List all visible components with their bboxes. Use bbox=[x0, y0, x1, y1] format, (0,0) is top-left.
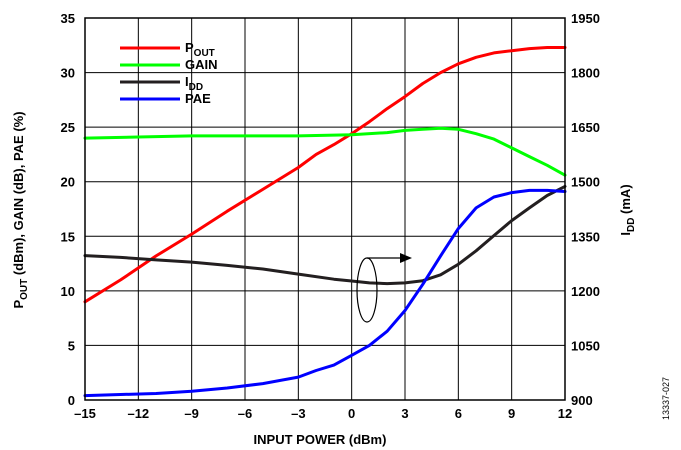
x-tick-label: 3 bbox=[401, 406, 408, 421]
y-right-label-main: I bbox=[618, 232, 633, 236]
y-right-tick-label: 1950 bbox=[571, 11, 600, 26]
legend-label: PAE bbox=[185, 91, 211, 106]
series-line-pout bbox=[83, 46, 567, 304]
y-left-tick-label: 20 bbox=[61, 175, 75, 190]
plot-frame bbox=[84, 17, 566, 401]
y-left-tick-label: 15 bbox=[61, 229, 75, 244]
y-right-label-rest: (mA) bbox=[618, 184, 633, 217]
x-tick-label: –9 bbox=[184, 406, 198, 421]
grid bbox=[85, 18, 565, 400]
y-right-tick-label: 900 bbox=[571, 393, 593, 408]
y-left-axis-label: POUT (dBm), GAIN (dB), PAE (%) bbox=[11, 111, 30, 308]
x-tick-label: 6 bbox=[455, 406, 462, 421]
y-right-label-sub: DD bbox=[626, 218, 637, 232]
y-right-tick-label: 1050 bbox=[571, 338, 600, 353]
y-left-tick-label: 30 bbox=[61, 66, 75, 81]
series-line-gain bbox=[83, 126, 567, 177]
legend-label: POUT bbox=[185, 40, 215, 59]
x-tick-label: 0 bbox=[348, 406, 355, 421]
figure-id: 13337-027 bbox=[661, 377, 671, 420]
x-axis-label: INPUT POWER (dBm) bbox=[254, 432, 387, 447]
series-layer bbox=[83, 46, 567, 398]
legend-label: IDD bbox=[185, 74, 203, 93]
y-right-axis-label: IDD (mA) bbox=[618, 184, 637, 235]
y-right-tick-label: 1500 bbox=[571, 175, 600, 190]
y-right-tick-label: 1650 bbox=[571, 120, 600, 135]
x-tick-label: 9 bbox=[508, 406, 515, 421]
y-left-label-main: P bbox=[11, 300, 26, 309]
y-left-tick-label: 25 bbox=[61, 120, 75, 135]
y-right-tick-label: 1350 bbox=[571, 229, 600, 244]
x-tick-label: –15 bbox=[74, 406, 96, 421]
annotation-arrow-head bbox=[400, 253, 412, 263]
y-right-tick-label: 1800 bbox=[571, 66, 600, 81]
series-line-pae bbox=[83, 188, 567, 398]
y-left-tick-label: 5 bbox=[68, 338, 75, 353]
legend-label: GAIN bbox=[185, 57, 218, 72]
x-tick-label: –6 bbox=[238, 406, 252, 421]
x-tick-label: 12 bbox=[558, 406, 572, 421]
idd-axis-annotation bbox=[356, 253, 412, 323]
x-tick-label: –12 bbox=[127, 406, 149, 421]
x-tick-label: –3 bbox=[291, 406, 305, 421]
y-left-tick-label: 35 bbox=[61, 11, 75, 26]
annotation-ellipse bbox=[356, 257, 378, 323]
series-line-idd bbox=[83, 184, 567, 286]
y-left-label-sub: OUT bbox=[19, 279, 30, 300]
ticks: –15 –12 –9 –6 –3 0 3 6 9 12 0 5 10 15 20 25 30 35 900 1050 1… bbox=[61, 11, 600, 421]
y-left-tick-label: 0 bbox=[68, 393, 75, 408]
y-left-tick-label: 10 bbox=[61, 284, 75, 299]
y-right-tick-label: 1200 bbox=[571, 284, 600, 299]
y-left-label-rest: (dBm), GAIN (dB), PAE (%) bbox=[11, 111, 26, 278]
